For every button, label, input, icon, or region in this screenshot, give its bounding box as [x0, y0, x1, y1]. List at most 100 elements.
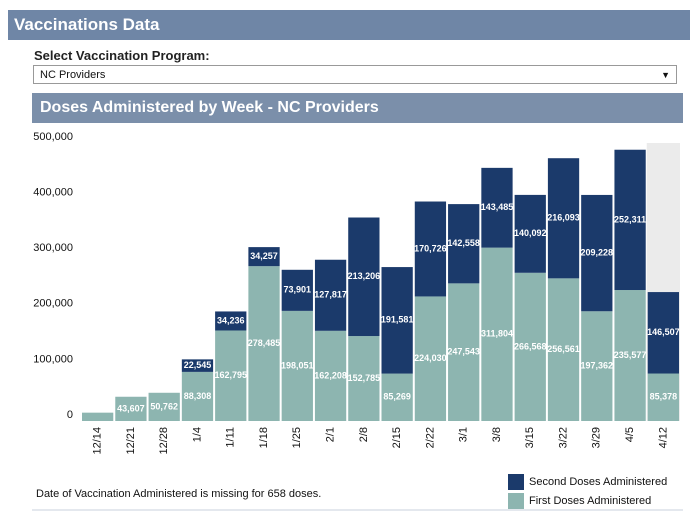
value-label: 43,607	[117, 403, 145, 413]
value-label: 252,311	[614, 214, 646, 224]
bar-segment	[647, 373, 679, 421]
y-tick-label: 0	[67, 409, 73, 421]
value-label: 247,543	[447, 347, 480, 357]
y-tick-label: 100,000	[33, 353, 73, 365]
bar-segment	[581, 194, 613, 312]
value-label: 191,581	[381, 315, 414, 325]
filter-label: Select Vaccination Program:	[34, 48, 210, 63]
bar-segment	[181, 359, 214, 372]
bar-segment	[414, 296, 447, 421]
x-tick-label: 2/1	[324, 427, 336, 442]
bar-segment	[281, 269, 313, 311]
bar-segment	[448, 283, 480, 421]
x-tick-label: 1/18	[258, 427, 270, 448]
value-label: 22,545	[184, 360, 212, 370]
bar-segment	[215, 311, 247, 331]
chart-title: Doses Administered by Week - NC Provider…	[32, 93, 683, 123]
value-label: 224,030	[414, 353, 447, 363]
bar-segment	[514, 194, 546, 273]
legend-label: First Doses Administered	[529, 495, 651, 507]
bar-segment	[181, 371, 214, 421]
bar-segment	[647, 292, 679, 374]
x-tick-label: 12/14	[92, 427, 104, 455]
value-label: 162,208	[314, 370, 347, 380]
bar-segment	[414, 201, 447, 297]
value-label: 278,485	[248, 338, 281, 348]
x-tick-label: 3/22	[557, 427, 569, 448]
value-label: 198,051	[281, 360, 314, 370]
dropdown-arrow[interactable]: ▼	[661, 70, 670, 80]
x-tick-label: 2/15	[391, 427, 403, 448]
value-label: 197,362	[581, 361, 614, 371]
bar-segment	[614, 290, 646, 421]
value-label: 162,795	[214, 370, 247, 380]
note: Date of Vaccination Administered is miss…	[36, 488, 321, 500]
program-select[interactable]: NC Providers ▼	[33, 65, 677, 84]
bar-segment	[215, 330, 247, 421]
x-tick-label: 1/25	[291, 427, 303, 448]
bar-segment	[281, 310, 313, 421]
x-tick-label: 4/12	[657, 427, 669, 448]
legend-label: Second Doses Administered	[529, 476, 667, 488]
bar-segment	[314, 259, 347, 331]
header-title: Vaccinations Data	[8, 10, 690, 40]
select-value: NC Providers	[40, 69, 106, 81]
value-label: 146,507	[647, 327, 680, 337]
value-label: 34,236	[217, 315, 245, 325]
y-tick-label: 200,000	[33, 298, 73, 310]
value-label: 213,206	[348, 271, 381, 281]
x-tick-label: 2/22	[424, 427, 436, 448]
value-label: 170,726	[414, 243, 447, 253]
x-tick-label: 3/8	[491, 427, 503, 442]
bar-segment	[115, 396, 147, 421]
x-tick-label: 4/5	[624, 427, 636, 442]
x-tick-label: 3/15	[524, 427, 536, 448]
value-label: 143,485	[481, 202, 514, 212]
value-label: 311,804	[481, 329, 513, 339]
value-label: 216,093	[547, 213, 580, 223]
value-label: 256,561	[547, 344, 580, 354]
value-label: 73,901	[284, 285, 312, 295]
value-label: 152,785	[348, 373, 381, 383]
value-label: 266,568	[514, 341, 547, 351]
bar-segment	[248, 247, 280, 267]
bar-segment	[82, 412, 114, 421]
bar-segment	[314, 330, 347, 421]
x-tick-label: 1/4	[191, 427, 203, 442]
value-label: 140,092	[514, 228, 547, 238]
bar-segment	[614, 149, 646, 291]
bar-segment	[514, 272, 546, 421]
legend-swatch	[508, 474, 524, 490]
x-tick-label: 12/28	[158, 427, 170, 455]
value-label: 85,378	[650, 392, 678, 402]
y-tick-label: 400,000	[33, 187, 73, 199]
bar-segment	[581, 311, 613, 421]
legend-swatch	[508, 493, 524, 509]
bar-segment	[348, 217, 380, 337]
bar-segment	[448, 204, 480, 284]
bar-segment	[481, 247, 513, 421]
value-label: 127,817	[314, 290, 347, 300]
value-label: 88,308	[184, 391, 212, 401]
value-label: 142,558	[447, 238, 480, 248]
value-label: 50,762	[150, 401, 178, 411]
bar-segment	[348, 336, 380, 421]
y-tick-label: 300,000	[33, 242, 73, 254]
x-tick-label: 12/21	[125, 427, 137, 455]
x-tick-label: 3/29	[591, 427, 603, 448]
x-tick-label: 3/1	[458, 427, 470, 442]
x-tick-label: 1/11	[225, 427, 237, 448]
bar-segment	[381, 373, 413, 421]
bar-segment	[481, 167, 513, 248]
value-label: 235,577	[614, 350, 647, 360]
bar-segment	[148, 392, 180, 421]
bar-segment	[547, 278, 580, 421]
bar-segment	[381, 267, 413, 374]
x-tick-label: 2/8	[358, 427, 370, 442]
y-tick-label: 500,000	[33, 131, 73, 143]
value-label: 85,269	[383, 392, 411, 402]
bar-segment	[547, 158, 580, 279]
value-label: 209,228	[581, 247, 614, 257]
